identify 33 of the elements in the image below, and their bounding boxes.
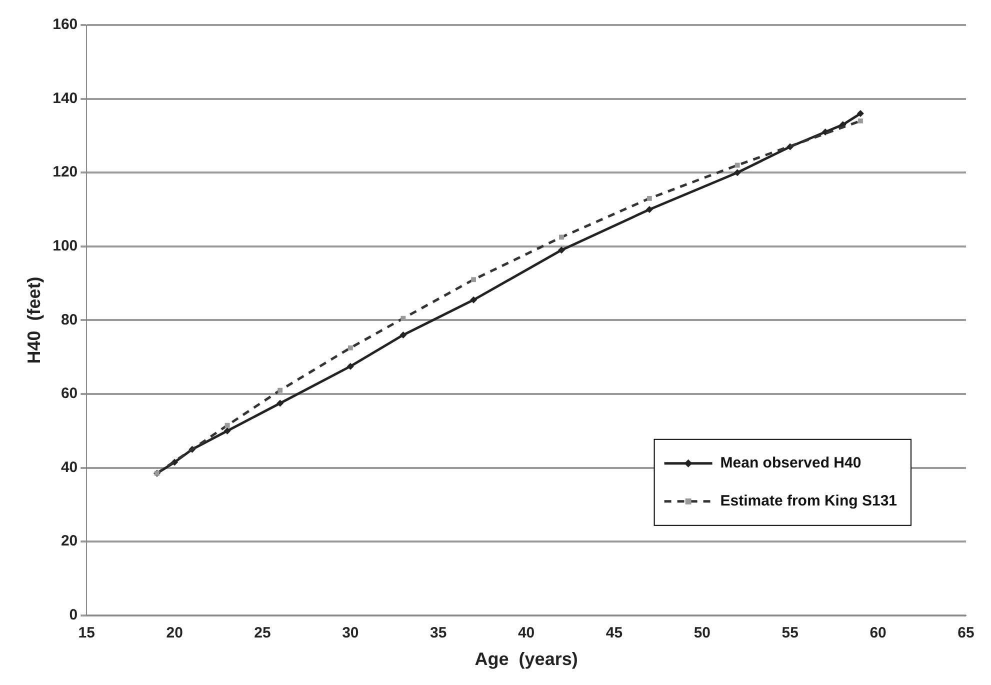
- point: [276, 400, 284, 407]
- point: [224, 427, 231, 434]
- x-tick-label: 45: [606, 624, 623, 642]
- point: [646, 206, 653, 213]
- x-tick-label: 25: [254, 624, 271, 642]
- y-tick-label: 20: [60, 532, 78, 550]
- point: [734, 169, 741, 176]
- y-tick-label: 80: [60, 311, 78, 328]
- x-tick-label: 20: [166, 624, 183, 642]
- legend-label: Estimate from King S131: [720, 492, 897, 510]
- point: [470, 296, 478, 304]
- x-tick-label: 65: [958, 624, 974, 642]
- x-tick-label: 50: [694, 624, 711, 642]
- y-tick-label: 60: [60, 385, 78, 402]
- y-tick-label: 40: [60, 458, 78, 476]
- x-tick-label: 30: [342, 624, 359, 642]
- x-tick-label: 15: [78, 624, 95, 642]
- x-tick-label: 35: [430, 624, 447, 642]
- point: [558, 246, 565, 254]
- x-tick-label: 60: [870, 624, 886, 642]
- y-tick-label: 140: [52, 90, 78, 107]
- y-tick-label: 160: [52, 16, 78, 34]
- point: [400, 331, 407, 338]
- y-tick-label: 120: [52, 164, 78, 181]
- point: [856, 110, 864, 118]
- x-tick-label: 55: [782, 624, 798, 642]
- y-tick-label: 0: [69, 606, 78, 624]
- y-axis-title: H40 (feet): [24, 276, 44, 364]
- point: [346, 362, 354, 370]
- x-axis-title: Age (years): [474, 649, 578, 670]
- legend-label: Mean observed H40: [720, 454, 862, 472]
- y-tick-label: 100: [52, 238, 78, 255]
- x-tick-label: 40: [518, 624, 535, 642]
